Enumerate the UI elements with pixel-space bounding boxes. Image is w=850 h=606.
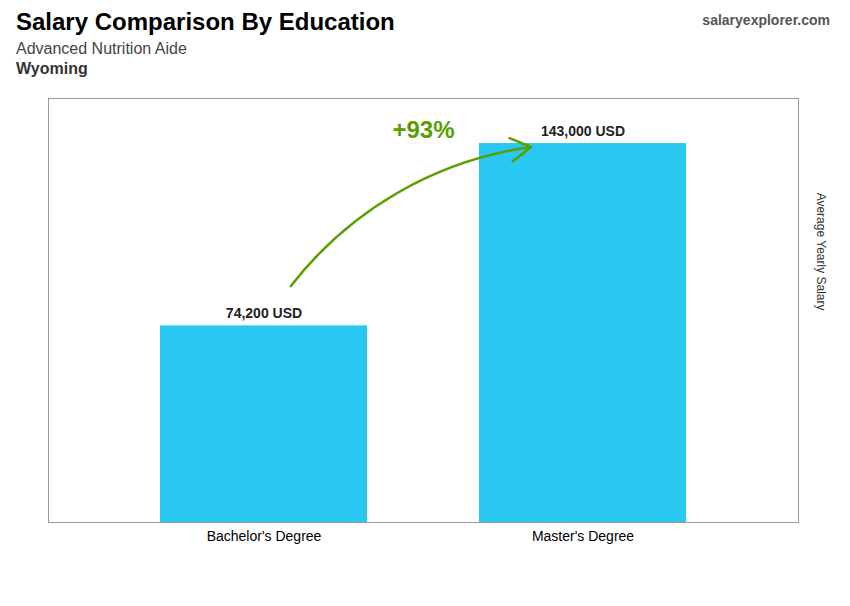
svg-text:Bachelor's Degree: Bachelor's Degree: [207, 528, 322, 544]
svg-text:+93%: +93%: [392, 116, 454, 143]
svg-text:Master's Degree: Master's Degree: [532, 528, 634, 544]
html-text:salaryexplorer.com: salaryexplorer.com: [702, 12, 830, 28]
html-text:Wyoming: Wyoming: [16, 60, 88, 77]
svg-text:Average Yearly Salary: Average Yearly Salary: [814, 193, 828, 311]
svg-text:74,200 USD: 74,200 USD: [226, 305, 302, 321]
html-text:Advanced Nutrition Aide: Advanced Nutrition Aide: [16, 40, 187, 57]
html-text:Salary Comparison By Education: Salary Comparison By Education: [16, 8, 395, 35]
svg-text:143,000 USD: 143,000 USD: [541, 123, 625, 139]
